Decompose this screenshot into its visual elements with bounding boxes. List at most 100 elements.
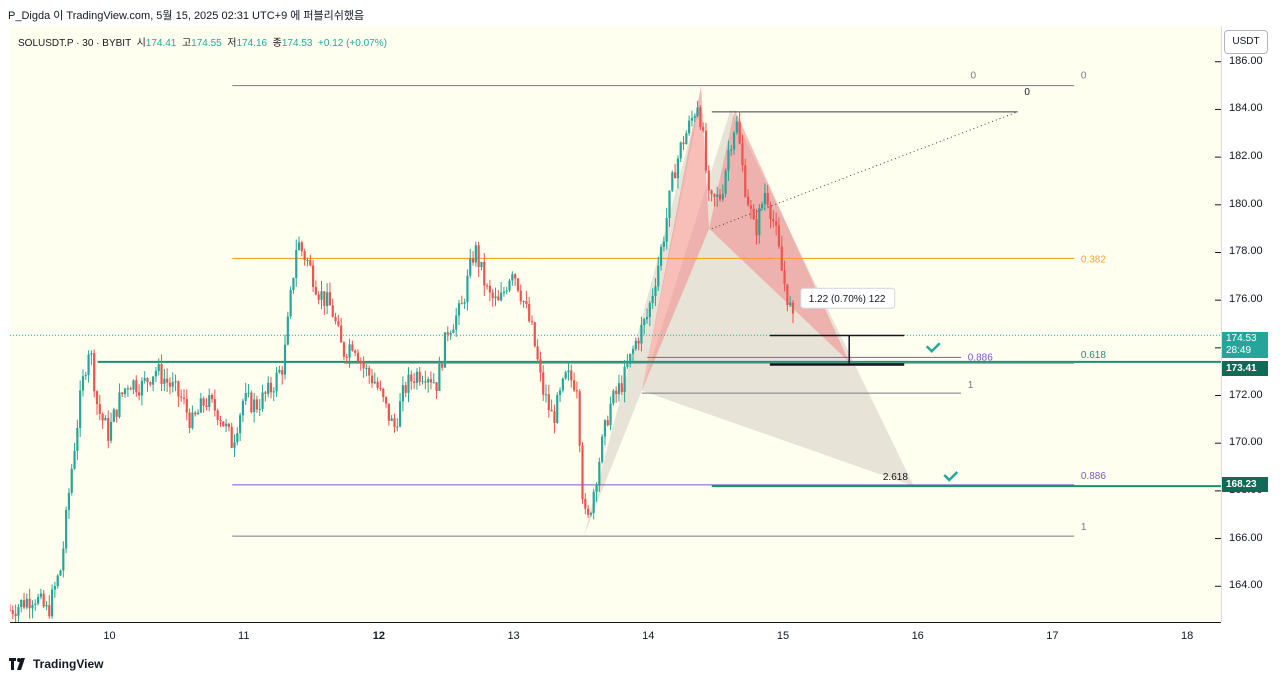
- candle-body: [505, 290, 508, 292]
- candle-body: [581, 445, 584, 500]
- candle-body: [536, 346, 539, 360]
- candle-body: [188, 412, 191, 429]
- candle-body: [418, 371, 421, 382]
- candle-body: [609, 403, 612, 426]
- symbol-legend[interactable]: SOLUSDT.P · 30 · BYBIT 시174.41 고174.55 저…: [18, 34, 387, 49]
- candle-body: [269, 382, 273, 393]
- grey-pattern-bcd: [641, 109, 914, 487]
- candle-body: [786, 284, 789, 306]
- price-scale[interactable]: [1221, 26, 1280, 622]
- candle-body: [438, 363, 441, 391]
- candle-body: [356, 352, 360, 361]
- candle-body: [93, 353, 96, 392]
- candle-body: [79, 390, 82, 428]
- candle-body: [502, 291, 506, 293]
- candle-body: [727, 150, 730, 171]
- price-tick-label: 178.00: [1229, 245, 1263, 258]
- candle-body: [398, 401, 402, 427]
- level-a-badge: 173.41: [1222, 361, 1268, 376]
- label-0382: 0.382: [1081, 254, 1106, 265]
- candle-body: [699, 107, 702, 128]
- price-tick-label: 176.00: [1229, 293, 1263, 306]
- candle-body: [488, 285, 491, 293]
- candle-body: [558, 390, 562, 396]
- candle-body: [129, 388, 132, 390]
- candle-body: [275, 372, 278, 392]
- low-value: 174.16: [236, 38, 268, 49]
- candle-body: [550, 409, 553, 412]
- candle-body: [283, 344, 287, 375]
- time-tick-label: 11: [238, 630, 250, 642]
- candle-body: [525, 301, 528, 304]
- candle-body: [679, 142, 682, 159]
- candle-body: [595, 484, 598, 492]
- candle-body: [508, 280, 511, 291]
- candle-body: [210, 395, 214, 400]
- candle-body: [480, 261, 483, 267]
- candle-body: [766, 193, 769, 205]
- candle-body: [76, 427, 79, 451]
- candle-body: [460, 303, 463, 305]
- candle-body: [620, 383, 623, 393]
- candle-body: [435, 382, 438, 391]
- price-tick-label: 182.00: [1229, 150, 1263, 163]
- candle-body: [177, 381, 180, 397]
- candle-body: [65, 509, 68, 549]
- candle-body: [575, 390, 578, 392]
- candle-body: [48, 605, 51, 617]
- candle-body: [511, 274, 514, 281]
- candle-body: [239, 415, 242, 434]
- candle-body: [738, 121, 741, 144]
- chart-svg[interactable]: 0 0 0 0.382 0.886 0.618 1 2.618 0.886 1 1.22 (0.70…: [10, 26, 1221, 622]
- candle-body: [182, 397, 186, 399]
- check-icon: [925, 342, 941, 353]
- time-tick-label: 12: [372, 630, 385, 642]
- candle-body: [222, 421, 225, 427]
- tradingview-brand[interactable]: TradingView: [9, 657, 103, 671]
- candle-body: [384, 397, 388, 404]
- currency-button[interactable]: USDT: [1224, 30, 1268, 54]
- candle-body: [744, 165, 747, 197]
- price-tick-label: 164.00: [1229, 579, 1263, 592]
- candle-body: [564, 372, 567, 379]
- candle-body: [45, 605, 48, 607]
- time-tick-label: 18: [1180, 630, 1194, 642]
- candle-body: [180, 396, 183, 398]
- candle-body: [348, 344, 351, 358]
- candle-body: [196, 412, 200, 415]
- candle-body: [56, 575, 59, 587]
- candle-body: [328, 292, 332, 306]
- candle-body: [109, 421, 113, 441]
- candle-body: [20, 600, 23, 608]
- label-upper-0-right: 0: [1081, 71, 1087, 82]
- candle-body: [648, 303, 651, 317]
- level-a-value: 173.41: [1226, 363, 1257, 374]
- candle-body: [247, 392, 250, 394]
- candle-body: [149, 382, 152, 385]
- candle-body: [791, 302, 795, 314]
- candle-body: [724, 170, 727, 194]
- candle-body: [255, 399, 259, 410]
- candle-body: [589, 512, 593, 515]
- candle-body: [556, 395, 559, 424]
- candle-body: [626, 363, 629, 367]
- candle-body: [320, 291, 323, 300]
- chart-panel[interactable]: 0 0 0 0.382 0.886 0.618 1 2.618 0.886 1 1.22 (0.70…: [10, 26, 1221, 622]
- candle-body: [443, 332, 447, 368]
- candle-body: [769, 204, 772, 220]
- candle-body: [446, 332, 449, 335]
- candle-body: [775, 221, 778, 226]
- candle-body: [281, 370, 284, 375]
- candle-body: [143, 377, 146, 381]
- time-axis[interactable]: [10, 622, 1221, 651]
- candle-body: [351, 344, 354, 351]
- candle-body: [376, 381, 379, 388]
- candle-body: [370, 375, 374, 384]
- candle-body: [758, 208, 761, 236]
- candle-body: [311, 265, 315, 288]
- low-label: 저: [227, 38, 237, 49]
- candle-body: [115, 409, 118, 417]
- open-value: 174.41: [145, 38, 177, 49]
- candle-body: [213, 399, 216, 411]
- label-1-mid: 1: [968, 380, 974, 391]
